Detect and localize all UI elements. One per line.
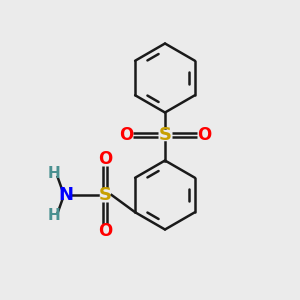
Text: N: N: [58, 186, 74, 204]
Text: H: H: [48, 167, 60, 182]
Text: O: O: [197, 126, 211, 144]
Text: H: H: [48, 208, 60, 224]
Text: O: O: [119, 126, 133, 144]
Text: O: O: [98, 150, 112, 168]
Text: S: S: [158, 126, 172, 144]
Text: O: O: [98, 222, 112, 240]
Text: S: S: [98, 186, 112, 204]
